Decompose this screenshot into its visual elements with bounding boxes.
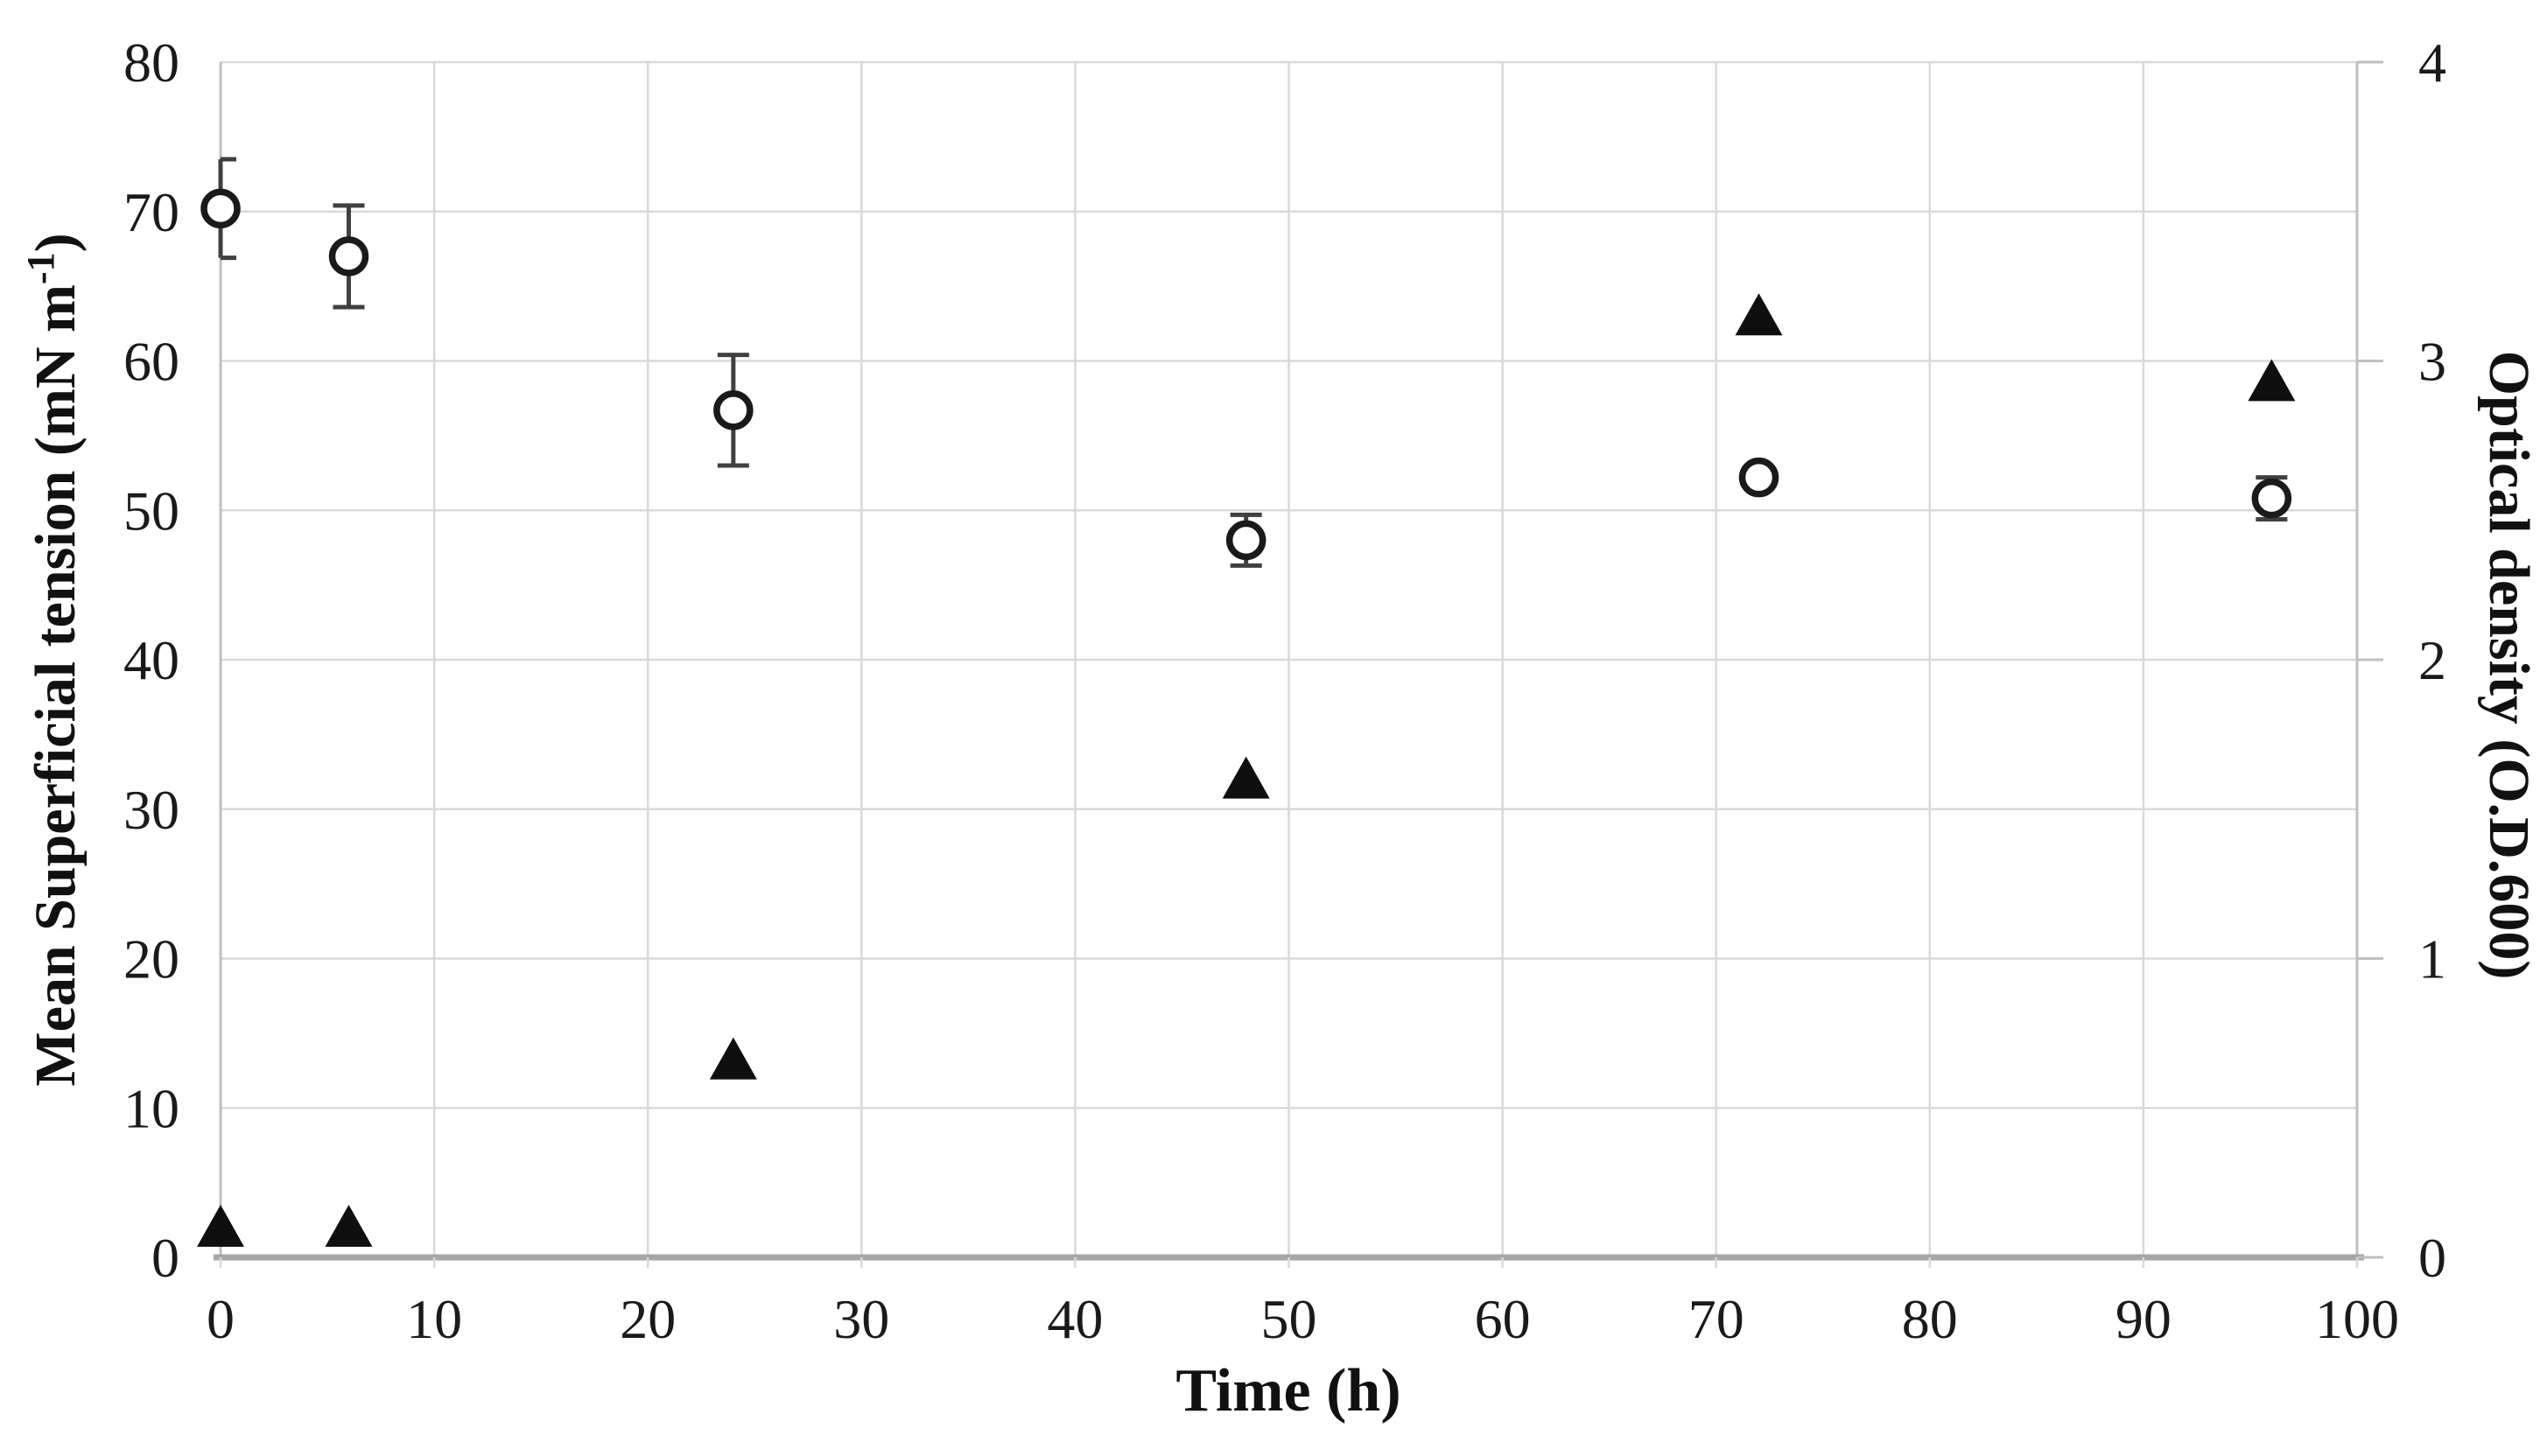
left-tick-label: 70 (123, 181, 179, 243)
data-point-open-circle (713, 390, 754, 430)
data-point-filled-triangle (1735, 293, 1783, 336)
x-tick-label: 60 (1475, 1288, 1531, 1350)
grid-layer (219, 60, 2359, 1259)
data-point-filled-triangle (2248, 359, 2296, 402)
left-tick-label: 50 (123, 480, 179, 542)
right-tick-label: 3 (2418, 331, 2446, 393)
x-axis-title: Time (h) (1175, 1357, 1400, 1424)
left-tick-label: 30 (123, 779, 179, 841)
right-tick-label: 2 (2418, 629, 2446, 691)
right-tick-label: 0 (2418, 1227, 2446, 1289)
series-layer (197, 157, 2296, 1247)
right-tick-label: 1 (2418, 928, 2446, 990)
data-point-open-circle (2251, 478, 2292, 519)
x-tick-label: 0 (207, 1288, 235, 1350)
right-axis-title: Optical density (O.D.600) (2477, 351, 2540, 980)
x-tick-label: 20 (620, 1288, 676, 1350)
data-point-filled-triangle (197, 1204, 244, 1247)
left-axis-title-text: Mean Superficial tension (mN m (24, 284, 88, 1087)
title-layer: Time (h) Mean Superficial tension (mN m-… (19, 233, 2540, 1424)
data-point-open-circle (1225, 520, 1266, 561)
tick-label-layer: 0 10 20 30 40 50 60 70 80 90 100 0 10 20 30 40 50 60 70 80 0… (123, 32, 2446, 1350)
left-tick-label: 40 (123, 629, 179, 691)
left-tick-label: 60 (123, 331, 179, 393)
left-tick-label: 80 (123, 32, 179, 94)
left-axis-title-superscript: -1 (19, 252, 62, 284)
data-point-open-circle (1738, 457, 1779, 498)
data-point-open-circle (328, 236, 369, 276)
axis-layer (214, 60, 2383, 1268)
x-tick-label: 70 (1688, 1288, 1744, 1350)
x-tick-label: 50 (1261, 1288, 1317, 1350)
data-point-open-circle (200, 188, 241, 229)
left-tick-label: 0 (151, 1227, 179, 1289)
data-point-filled-triangle (709, 1037, 757, 1080)
data-point-filled-triangle (1222, 756, 1270, 799)
right-tick-label: 4 (2418, 32, 2446, 94)
left-axis-title-close: ) (24, 233, 88, 252)
x-tick-label: 30 (833, 1288, 889, 1350)
x-tick-label: 100 (2315, 1288, 2399, 1350)
left-axis-title: Mean Superficial tension (mN m-1) (19, 233, 88, 1086)
data-point-filled-triangle (325, 1204, 373, 1247)
x-tick-label: 10 (406, 1288, 462, 1350)
left-tick-label: 10 (123, 1077, 179, 1139)
x-tick-label: 40 (1047, 1288, 1103, 1350)
left-tick-label: 20 (123, 928, 179, 990)
x-tick-label: 90 (2115, 1288, 2172, 1350)
x-tick-label: 80 (1902, 1288, 1958, 1350)
